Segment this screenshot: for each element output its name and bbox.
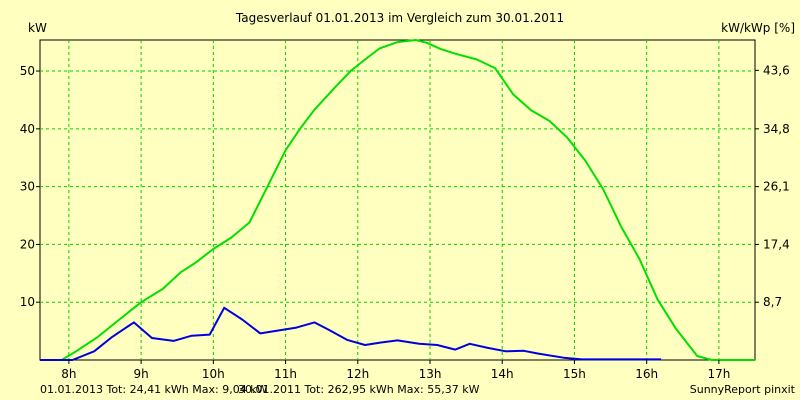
y-tick-label-left-1: 20 xyxy=(20,237,35,251)
y-tick-label-left-2: 30 xyxy=(20,180,35,194)
x-tick-label-6: 14h xyxy=(491,367,514,381)
x-tick-label-3: 11h xyxy=(274,367,297,381)
y-tick-label-left-0: 10 xyxy=(20,295,35,309)
y-tick-label-right-1: 17,4 xyxy=(763,237,790,251)
legend-series-2013: 01.01.2013 Tot: 24,41 kWh Max: 9,04 kW xyxy=(40,383,268,396)
y-axis-left-label: kW xyxy=(28,21,47,35)
x-tick-label-1: 9h xyxy=(133,367,148,381)
y-tick-label-right-0: 8,7 xyxy=(763,295,782,309)
series-line-0 xyxy=(40,39,755,361)
y-tick-label-right-3: 34,8 xyxy=(763,122,790,136)
x-tick-label-0: 8h xyxy=(61,367,76,381)
y-tick-label-left-4: 50 xyxy=(20,64,35,78)
x-tick-label-4: 12h xyxy=(346,367,369,381)
y-tick-label-right-2: 26,1 xyxy=(763,180,790,194)
grid xyxy=(40,40,755,360)
plot-area xyxy=(39,39,756,361)
y-axis-right-label: kW/kWp [%] xyxy=(721,21,795,35)
y-tick-label-right-4: 43,6 xyxy=(763,63,790,77)
credit-text: SunnyReport pinxit xyxy=(690,383,796,396)
legend-series-2011: 30.01.2011 Tot: 262,95 kWh Max: 55,37 kW xyxy=(238,383,480,396)
series-layer xyxy=(40,39,755,361)
x-tick-label-7: 15h xyxy=(563,367,586,381)
chart-title: Tagesverlauf 01.01.2013 im Vergleich zum… xyxy=(235,11,564,25)
x-tick-label-2: 10h xyxy=(202,367,225,381)
y-tick-label-left-3: 40 xyxy=(20,122,35,136)
series-line-1 xyxy=(40,306,662,361)
x-tick-label-8: 16h xyxy=(635,367,658,381)
x-tick-label-9: 17h xyxy=(707,367,730,381)
x-tick-label-5: 13h xyxy=(419,367,442,381)
ticks: 8h 9h 10h 11h 12h 13h 14h 15h 16h 17h 10 20 30 40 50 8,… xyxy=(20,63,790,381)
